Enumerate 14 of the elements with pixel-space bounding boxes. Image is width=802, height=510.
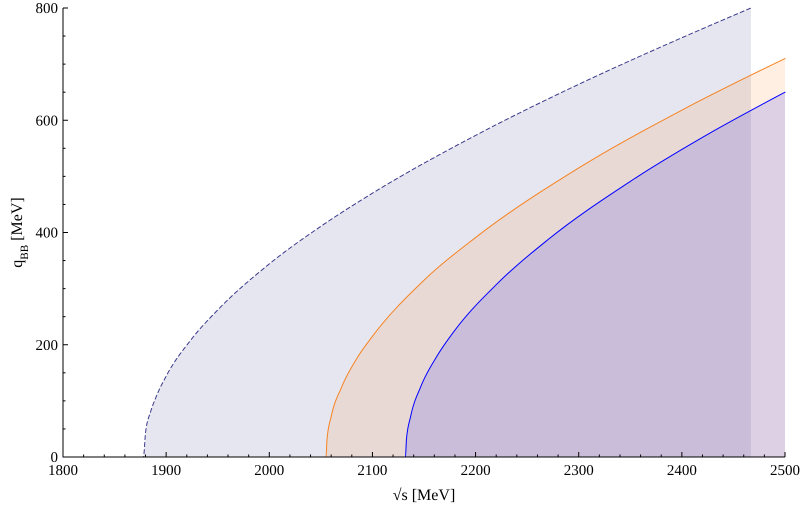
x-tick-label: 2400 [666,463,697,479]
x-tick-label: 2100 [357,463,388,479]
x-tick-label: 2200 [460,463,491,479]
x-tick-label: 1800 [48,463,78,479]
x-tick-label: 2000 [254,463,284,479]
x-tick-label: 1900 [151,463,182,479]
y-tick-label: 800 [36,1,58,17]
x-tick-label: 2500 [770,463,800,479]
y-tick-label: 400 [36,226,58,242]
y-tick-label: 600 [36,113,58,130]
y-tick-label: 200 [36,338,58,354]
y-tick-label: 0 [50,450,58,466]
x-tick-label: 2300 [564,463,594,479]
x-axis-title: √s [MeV] [392,487,456,504]
